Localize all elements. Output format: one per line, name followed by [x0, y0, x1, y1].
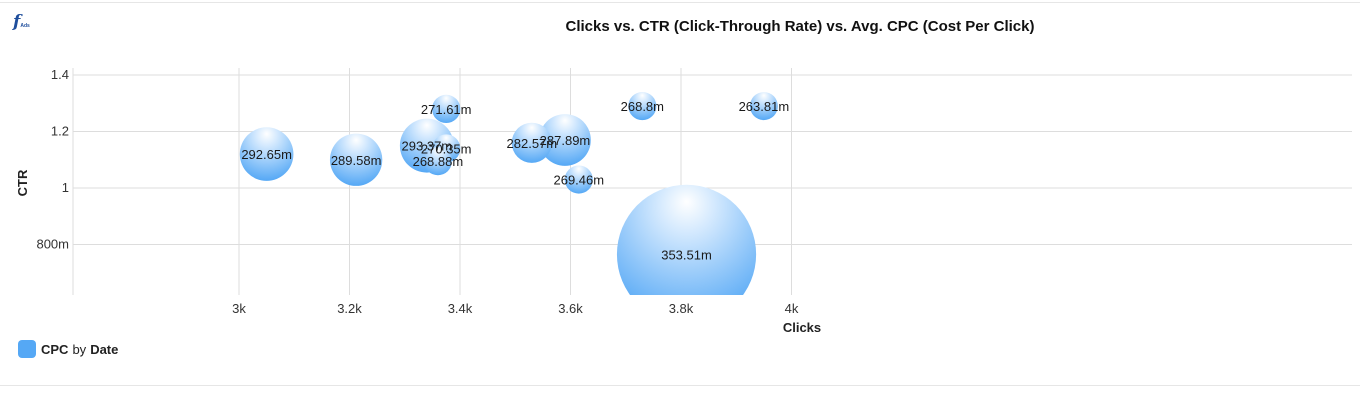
x-tick-label: 3.6k [558, 301, 583, 316]
bubble-point [423, 147, 452, 176]
y-tick-label: 1 [62, 180, 69, 195]
legend-swatch [18, 340, 36, 358]
bubble-point [511, 122, 552, 163]
x-tick-label: 3k [232, 301, 246, 316]
legend-by: by [72, 341, 87, 357]
bubble-point [239, 127, 294, 181]
bubble-layer: 292.65m 289.58m293.37m271.61m270.35m268.8… [239, 92, 790, 295]
bubble-data-label: 289.58m [331, 153, 382, 168]
x-tick-label: 3.8k [669, 301, 694, 316]
x-tick-label: 4k [785, 301, 799, 316]
bubble-point [329, 133, 383, 186]
y-tick-label: 1.4 [51, 67, 69, 82]
bubble-point [749, 92, 778, 121]
y-axis-title: CTR [15, 169, 30, 196]
bubble-point [628, 92, 657, 121]
bubble-data-label: 292.65m [241, 147, 292, 162]
chart-legend[interactable]: CPC by Date [18, 340, 118, 358]
bubble-data-label: 293.37m [402, 139, 453, 154]
bubble-data-label: 287.89m [540, 133, 591, 148]
y-tick-label: 1.2 [51, 124, 69, 139]
x-tick-label: 3.4k [448, 301, 473, 316]
top-divider [0, 2, 1360, 3]
legend-dimension: Date [90, 341, 119, 357]
bubble-data-label: 269.46m [553, 173, 604, 188]
x-tick-label: 3.2k [337, 301, 362, 316]
bubble-data-label: 271.61m [421, 102, 472, 117]
bubble-data-label: 268.88m [413, 154, 464, 169]
bubble-data-label: 270.35m [421, 141, 472, 156]
legend-measure: CPC [41, 341, 69, 357]
bubble-data-label: 268.8m [621, 99, 664, 114]
bubble-data-label: 263.81m [739, 99, 790, 114]
bubble-data-label: 353.51m [661, 247, 712, 262]
bubble-point [432, 94, 461, 124]
bubble-point [616, 184, 757, 295]
bubble-data-label: 282.57m [507, 136, 558, 151]
y-tick-label: 800m [36, 237, 69, 252]
bubble-point [539, 114, 591, 166]
x-axis-title: Clicks [783, 320, 821, 335]
chart-title: Clicks vs. CTR (Click-Through Rate) vs. … [565, 18, 1035, 35]
brand-logo: fAds [13, 14, 30, 31]
bottom-divider [0, 385, 1360, 386]
logo-sub: Ads [20, 23, 30, 29]
bubble-point [564, 165, 593, 194]
logo-letter: f [13, 12, 21, 32]
